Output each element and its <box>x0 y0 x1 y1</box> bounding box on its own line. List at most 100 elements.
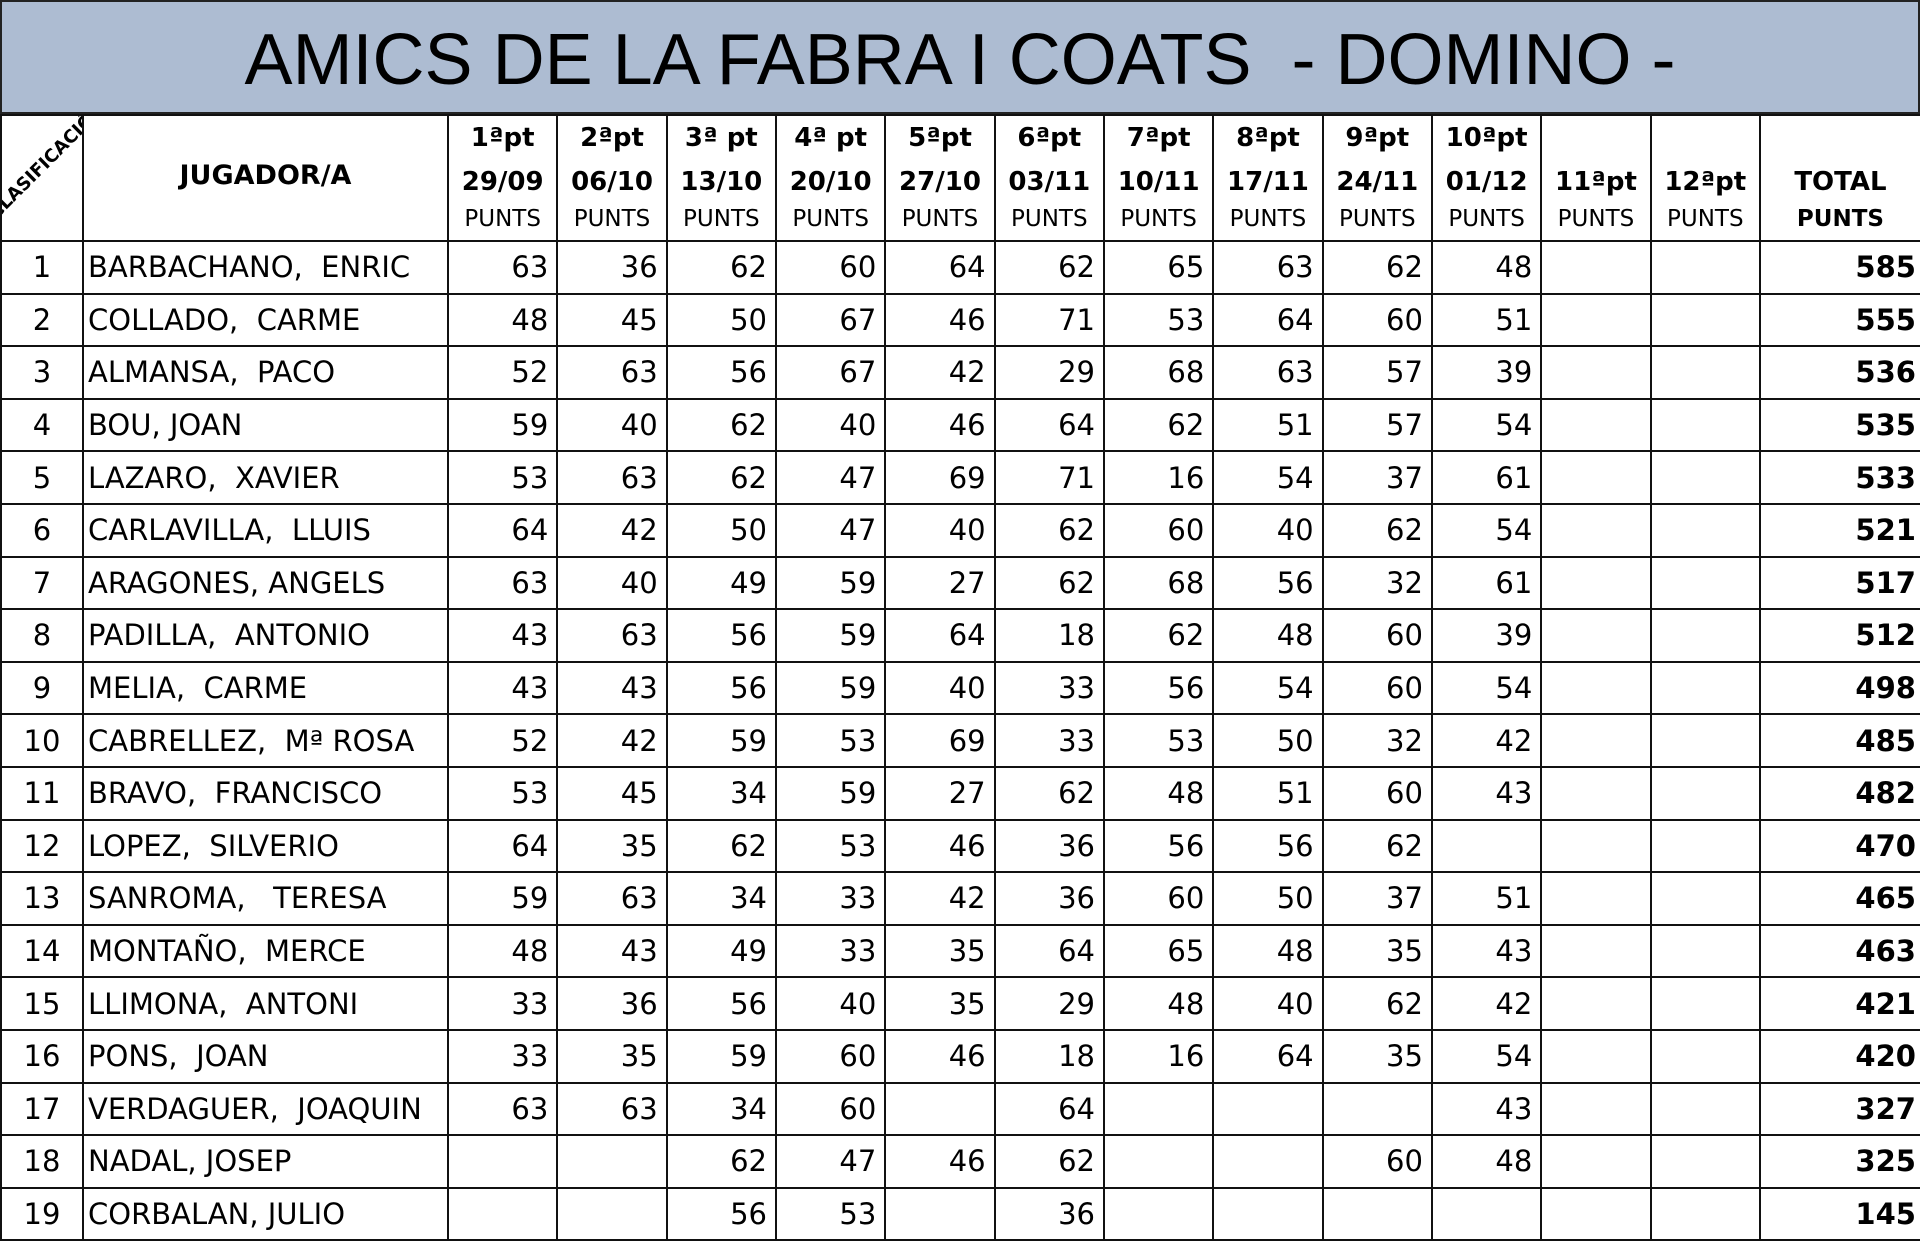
score-cell <box>1540 1134 1652 1189</box>
score-cell: 47 <box>774 450 887 505</box>
score-cell: 48 <box>1212 608 1324 663</box>
header-date: 27/10 <box>899 167 981 197</box>
rank-cell: 14 <box>0 923 84 979</box>
player-name: LOPEZ, SILVERIO <box>82 818 449 874</box>
score-cell <box>1540 240 1652 295</box>
score-cell: 53 <box>774 818 887 874</box>
total-cell: 512 <box>1758 608 1920 663</box>
player-row: 5 LAZARO, XAVIER 53 63 62 47 69 71 16 54 37 61 533 <box>0 450 1920 505</box>
total-cell: 463 <box>1758 923 1920 979</box>
player-name: LAZARO, XAVIER <box>82 450 449 505</box>
score-cell: 35 <box>556 1028 668 1084</box>
score-cell: 62 <box>1321 502 1433 558</box>
score-cell: 34 <box>665 1081 777 1137</box>
score-cell: 46 <box>884 397 996 453</box>
score-cell: 56 <box>1212 818 1324 874</box>
score-cell: 49 <box>665 555 777 611</box>
score-cell: 29 <box>993 345 1105 400</box>
score-cell <box>1649 1134 1761 1189</box>
total-cell: 533 <box>1758 450 1920 505</box>
score-cell: 50 <box>1212 713 1324 768</box>
score-cell: 47 <box>774 502 887 558</box>
total-cell: 485 <box>1758 713 1920 768</box>
score-cell: 54 <box>1430 397 1543 453</box>
header-unit: PUNTS <box>683 206 760 232</box>
header-label: 1ªpt <box>470 123 535 153</box>
score-cell: 34 <box>665 765 777 821</box>
score-cell: 65 <box>1102 923 1215 979</box>
score-cell: 64 <box>446 502 559 558</box>
player-name: CORBALAN, JULIO <box>82 1186 449 1242</box>
score-cell <box>1649 871 1761 926</box>
score-cell <box>446 1186 559 1242</box>
score-cell: 40 <box>1212 976 1324 1031</box>
score-cell: 43 <box>556 923 668 979</box>
score-cell <box>1102 1186 1215 1242</box>
score-cell: 53 <box>774 713 887 768</box>
score-cell <box>1540 765 1652 821</box>
total-cell: 517 <box>1758 555 1920 611</box>
player-row: 13 SANROMA, TERESA 59 63 34 33 42 36 60 50 37 51 465 <box>0 871 1920 926</box>
score-cell: 42 <box>556 502 668 558</box>
round-header: 3ª pt 13/10 PUNTS <box>665 114 777 242</box>
rank-cell: 2 <box>0 292 84 348</box>
player-name: BOU, JOAN <box>82 397 449 453</box>
player-row: 12 LOPEZ, SILVERIO 64 35 62 53 46 36 56 56 62 470 <box>0 818 1920 874</box>
score-cell <box>1540 345 1652 400</box>
score-cell: 63 <box>556 608 668 663</box>
score-cell: 65 <box>1102 240 1215 295</box>
round-header: 4ª pt 20/10 PUNTS <box>774 114 887 242</box>
score-cell <box>1649 818 1761 874</box>
score-cell: 48 <box>1102 976 1215 1031</box>
score-cell: 64 <box>446 818 559 874</box>
header-unit: PUNTS <box>573 206 651 232</box>
player-name: LLIMONA, ANTONI <box>82 976 449 1031</box>
player-row: 18 NADAL, JOSEP 62 47 46 62 60 48 325 <box>0 1134 1920 1189</box>
score-cell: 42 <box>1430 976 1543 1031</box>
rank-cell: 6 <box>0 502 84 558</box>
score-cell: 57 <box>1321 397 1433 453</box>
score-cell: 47 <box>774 1134 887 1189</box>
player-row: 1 BARBACHANO, ENRIC 63 36 62 60 64 62 65 63 62 48 58… <box>0 240 1920 295</box>
total-cell: 420 <box>1758 1028 1920 1084</box>
score-cell: 34 <box>665 871 777 926</box>
score-cell: 51 <box>1212 765 1324 821</box>
score-cell <box>1102 1134 1215 1189</box>
name-header-text: JUGADOR/A <box>179 160 352 191</box>
score-cell <box>1540 1081 1652 1137</box>
total-cell: 470 <box>1758 818 1920 874</box>
player-name: PONS, JOAN <box>82 1028 449 1084</box>
header-label: 10ªpt <box>1445 123 1528 153</box>
score-cell: 36 <box>993 818 1105 874</box>
score-cell: 63 <box>446 240 559 295</box>
score-cell: 69 <box>884 713 996 768</box>
score-cell: 43 <box>1430 765 1543 821</box>
score-cell: 39 <box>1430 608 1543 663</box>
score-cell: 40 <box>556 555 668 611</box>
score-cell: 56 <box>665 608 777 663</box>
score-cell: 35 <box>556 818 668 874</box>
score-cell: 43 <box>446 608 559 663</box>
score-cell <box>1649 923 1761 979</box>
score-cell: 62 <box>1321 818 1433 874</box>
rank-cell: 12 <box>0 818 84 874</box>
header-date: 10/11 <box>1117 167 1200 197</box>
score-cell: 59 <box>774 555 887 611</box>
rank-cell: 4 <box>0 397 84 453</box>
score-cell <box>1540 923 1652 979</box>
header-spacer <box>1653 117 1758 160</box>
score-cell <box>1212 1081 1324 1137</box>
score-cell: 59 <box>665 1028 777 1084</box>
score-cell: 33 <box>993 713 1105 768</box>
rank-cell: 9 <box>0 660 84 716</box>
score-cell <box>1430 818 1543 874</box>
header-unit: PUNTS <box>1557 206 1635 232</box>
score-cell: 62 <box>665 1134 777 1189</box>
score-cell: 64 <box>993 397 1105 453</box>
score-cell <box>1540 292 1652 348</box>
score-cell: 54 <box>1430 502 1543 558</box>
header-unit: PUNTS <box>1796 206 1884 232</box>
score-cell: 27 <box>884 555 996 611</box>
total-cell: 327 <box>1758 1081 1920 1137</box>
score-cell: 35 <box>1321 923 1433 979</box>
